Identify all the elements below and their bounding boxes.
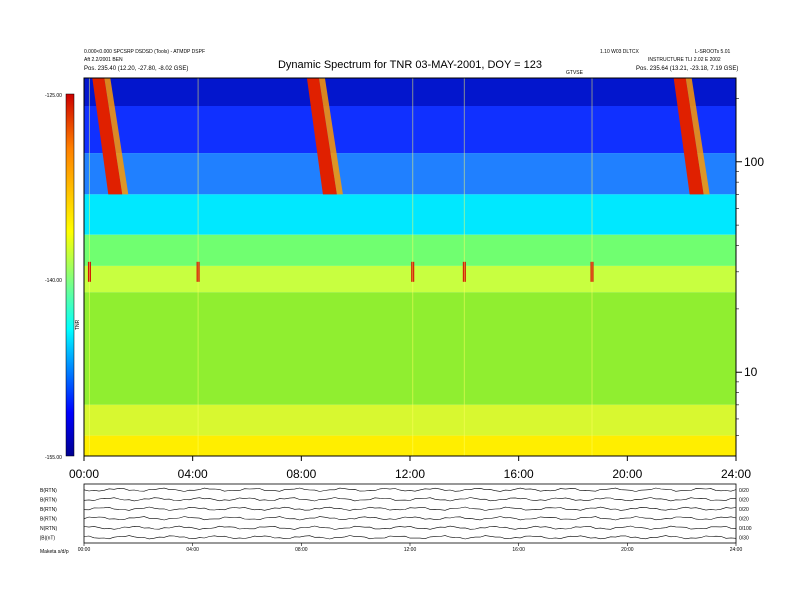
panel-x-tick-label: 20:00 <box>621 547 634 553</box>
panel-trace <box>83 516 737 521</box>
panel-row-label: B(RTN) <box>40 516 57 522</box>
x-tick-label: 16:00 <box>504 467 534 481</box>
panel-row-range: 0/20 <box>739 516 749 522</box>
panel-trace <box>83 525 737 530</box>
header-left-line1: 0.000<0.000 SPCSRP DSDSD (Tools) - ATMDP… <box>84 49 205 55</box>
header-right-pos: Pos. 235.64 (13.21, -23.18, 7.19 GSE) <box>636 66 738 72</box>
x-tick-label: 12:00 <box>395 467 425 481</box>
spectrum-band <box>84 153 736 195</box>
panel-trace <box>83 497 737 502</box>
panel-trace <box>83 506 737 511</box>
panel-x-tick-label: 12:00 <box>404 547 417 553</box>
panel-trace <box>83 487 737 492</box>
panel-x-tick-label: 00:00 <box>78 547 91 553</box>
parameter-panels: B(RTN) 0/20 B(RTN) 0/20 B(RTN) 0/20 B(RTN) 0/20… <box>40 483 752 553</box>
y-tick-label: 100 <box>744 155 764 169</box>
burst <box>92 78 123 195</box>
burst-halo <box>104 78 129 195</box>
panel-frame <box>83 483 737 544</box>
feature-streak <box>197 78 199 456</box>
spectrum-band <box>84 194 736 235</box>
panel-row-label: N(RTN) <box>40 526 57 532</box>
header-right-line1: 1.10 W03 DLTCX <box>600 49 639 55</box>
x-tick-label: 04:00 <box>178 467 208 481</box>
x-tick-label: 20:00 <box>612 467 642 481</box>
spectrogram <box>84 78 736 456</box>
panel-row-label: B(RTN) <box>40 507 57 513</box>
header-left-line2: Aft 2.2/2001 BEN <box>84 57 123 63</box>
panel-x-tick-label: 08:00 <box>295 547 308 553</box>
x-tick-label: 08:00 <box>286 467 316 481</box>
spectrum-band <box>84 292 736 405</box>
panel-row-range: 0/20 <box>739 488 749 494</box>
x-tick-label: 00:00 <box>69 467 99 481</box>
panel-trace <box>83 535 737 540</box>
panel-row-range: 0/20 <box>739 507 749 513</box>
colorbar-unit-label: TNR <box>75 319 81 330</box>
colorbar-top-label: -125.00 <box>45 93 62 99</box>
feature-streak <box>591 78 593 456</box>
burst <box>673 78 704 195</box>
panel-row-label: B(RTN) <box>40 488 57 494</box>
panel-row-range: 0/30 <box>739 535 749 541</box>
y-axis: 100 10 <box>736 98 764 436</box>
burst <box>306 78 337 195</box>
panel-x-tick-label: 04:00 <box>186 547 199 553</box>
header-center-mark: GTVSE <box>566 70 584 76</box>
burst-halo <box>685 78 710 195</box>
burst-halo <box>318 78 343 195</box>
panel-row-label: |B|(nT) <box>40 535 55 541</box>
spectrum-band <box>84 234 736 266</box>
feature-streak <box>412 78 414 456</box>
chart-title: Dynamic Spectrum for TNR 03-MAY-2001, DO… <box>278 59 542 71</box>
x-tick-label: 24:00 <box>721 467 751 481</box>
spectrum-band <box>84 404 736 436</box>
spectrum-band <box>84 265 736 293</box>
panel-row-range: 0/20 <box>739 497 749 503</box>
colorbar-bottom-label: -155.00 <box>45 455 62 461</box>
footer-left: Maketa s/d/p <box>40 549 69 555</box>
feature-streak <box>88 78 90 456</box>
header-right-line2: L-SROOTs 5.01 <box>695 49 731 55</box>
spectrum-band <box>84 435 736 456</box>
panel-x-tick-label: 24:00 <box>730 547 743 553</box>
x-axis: 00:00 04:00 08:00 12:00 16:00 20:00 24:00 <box>69 456 751 481</box>
colorbar-mid-label: -140.00 <box>45 278 62 284</box>
y-tick-label: 10 <box>744 365 758 379</box>
panel-row-range: 0/100 <box>739 526 752 532</box>
header-right-line3: INSTRUCTURE TLI 2.02 E 2002 <box>648 57 721 63</box>
feature-streak <box>463 78 465 456</box>
panel-row-label: B(RTN) <box>40 497 57 503</box>
header-left-pos: Pos. 235.40 (12.20, -27.80, -8.02 GSE) <box>84 66 188 72</box>
colorbar <box>65 93 75 457</box>
panel-x-tick-label: 16:00 <box>512 547 525 553</box>
spectrum-band <box>84 78 736 106</box>
